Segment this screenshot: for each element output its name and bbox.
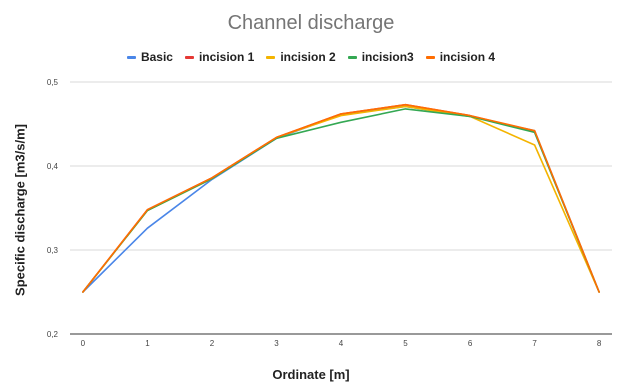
y-tick-label: 0,4: [47, 162, 59, 171]
legend-swatch: [347, 55, 357, 59]
legend-label: incision 4: [439, 50, 496, 64]
series-line-incision-2: [82, 105, 600, 293]
legend-item: incision3: [347, 50, 414, 64]
series-line-basic: [82, 105, 600, 293]
x-axis-label: Ordinate [m]: [272, 367, 350, 382]
x-tick-label: 0: [81, 339, 86, 348]
y-tick-label: 0,2: [47, 330, 59, 339]
legend-label: incision 2: [280, 50, 336, 64]
legend-item: incision 2: [266, 50, 336, 64]
legend-label: Basic: [140, 50, 173, 64]
x-tick-label: 5: [403, 339, 408, 348]
series-line-incision-4: [82, 103, 600, 293]
y-axis-label: Specific discharge [m3/s/m]: [12, 124, 28, 296]
legend-item: incision 1: [184, 50, 255, 64]
x-tick-label: 4: [339, 339, 344, 348]
legend-label: incision 1: [198, 50, 255, 64]
series-line-incision3: [82, 108, 600, 293]
legend-label: incision3: [361, 50, 414, 64]
series-line-incision-1: [82, 103, 600, 293]
y-tick-label: 0,3: [47, 246, 59, 255]
legend-swatch: [126, 55, 136, 59]
x-tick-label: 3: [274, 339, 279, 348]
legend-swatch: [266, 55, 276, 59]
legend-swatch: [184, 55, 194, 59]
legend: Basic incision 1 incision 2 incision3 incisi…: [0, 50, 622, 64]
x-tick-label: 2: [210, 339, 215, 348]
x-tick-label: 1: [145, 339, 150, 348]
y-tick-label: 0,5: [47, 78, 59, 87]
x-tick-label: 6: [468, 339, 473, 348]
legend-item: incision 4: [425, 50, 496, 64]
x-tick-label: 7: [532, 339, 537, 348]
legend-item: Basic: [126, 50, 173, 64]
legend-swatch: [425, 55, 435, 59]
chart-title: Channel discharge: [227, 12, 395, 34]
x-tick-label: 8: [597, 339, 602, 348]
